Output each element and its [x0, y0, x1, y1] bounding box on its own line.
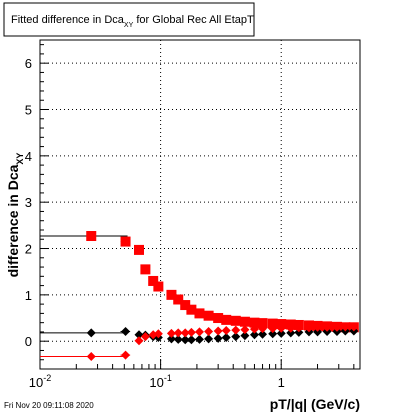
data-point-diamond — [180, 328, 190, 338]
data-point-diamond — [231, 325, 241, 335]
data-point-diamond — [213, 333, 223, 343]
data-point-diamond — [186, 327, 196, 337]
y-axis-label: difference in DcaXY — [5, 153, 25, 278]
y-tick-label: 6 — [25, 56, 32, 71]
data-point-diamond — [268, 329, 278, 339]
data-point-diamond — [194, 334, 204, 344]
y-axis-label-sub: XY — [15, 153, 25, 165]
data-point-diamond — [140, 332, 150, 342]
data-point-diamond — [313, 322, 323, 332]
data-point-diamond — [349, 322, 359, 332]
data-point-diamond — [249, 324, 259, 334]
chart-title: Fitted difference in DcaXY for Global Re… — [11, 14, 254, 29]
data-point-diamond — [134, 330, 144, 340]
data-point-square — [239, 316, 250, 327]
data-point-diamond — [166, 334, 176, 344]
data-point-diamond — [258, 329, 268, 339]
data-point-diamond — [249, 330, 259, 340]
data-point-square — [86, 231, 97, 242]
data-point-diamond — [121, 326, 131, 336]
data-point-diamond — [304, 323, 314, 333]
data-point-diamond — [166, 328, 176, 338]
data-point-diamond — [294, 327, 304, 337]
data-point-diamond — [286, 328, 296, 338]
data-point-diamond — [240, 331, 250, 341]
data-point-diamond — [221, 326, 231, 336]
plot-frame — [39, 39, 361, 370]
data-point-square — [249, 317, 260, 328]
data-point-diamond — [134, 336, 144, 346]
data-point-diamond — [240, 325, 250, 335]
y-tick-label: 0 — [25, 334, 32, 349]
data-point-square — [194, 308, 205, 319]
y-tick-label: 2 — [25, 242, 32, 257]
data-point-diamond — [204, 326, 214, 336]
data-point-diamond — [322, 322, 332, 332]
data-point-square — [203, 310, 214, 321]
data-point-square — [213, 313, 224, 324]
data-point-diamond — [186, 335, 196, 345]
y-tick-label: 1 — [25, 288, 32, 303]
chart-title-sub: XY — [124, 22, 134, 29]
data-point-diamond — [313, 327, 323, 337]
data-point-diamond — [173, 334, 183, 344]
data-point-diamond — [213, 326, 223, 336]
data-point-square — [166, 289, 177, 300]
data-point-diamond — [286, 323, 296, 333]
chart-title-main: Fitted difference in Dca — [11, 14, 125, 26]
data-point-diamond — [268, 324, 278, 334]
data-point-square — [153, 281, 164, 292]
data-point-square — [173, 294, 184, 305]
y-tick-label: 3 — [25, 195, 32, 210]
data-point-diamond — [173, 328, 183, 338]
data-point-diamond — [332, 322, 342, 332]
data-point-diamond — [340, 322, 350, 332]
title-box — [3, 2, 255, 37]
data-point-diamond — [276, 328, 286, 338]
plot-frame-bg — [40, 40, 360, 369]
x-tick-label: 10-2 — [29, 373, 51, 390]
timestamp: Fri Nov 20 09:11:08 2020 — [4, 401, 94, 410]
data-point-square — [120, 236, 131, 247]
data-point-diamond — [153, 329, 163, 339]
x-tick-label: 10-1 — [149, 373, 171, 390]
data-point-square — [230, 315, 241, 326]
plot-area: 0 1 2 3 4 5 6 10-2 10-1 1 — [25, 39, 361, 390]
data-point-diamond — [276, 323, 286, 333]
data-point-square — [148, 275, 159, 286]
data-point-square — [267, 318, 278, 329]
data-point-diamond — [258, 324, 268, 334]
data-point-diamond — [86, 351, 96, 361]
data-point-diamond — [204, 334, 214, 344]
x-axis-label: pT/|q| (GeV/c) — [270, 396, 360, 412]
data-point-square — [221, 314, 232, 325]
data-point-square — [186, 304, 197, 315]
data-point-diamond — [180, 335, 190, 345]
data-point-diamond — [294, 323, 304, 333]
y-tick-label: 4 — [25, 149, 32, 164]
data-point-diamond — [86, 328, 96, 338]
data-point-square — [140, 264, 151, 275]
x-tick-label: 1 — [278, 375, 285, 390]
data-point-diamond — [121, 350, 131, 360]
data-point-square — [257, 318, 268, 329]
data-point-diamond — [221, 332, 231, 342]
data-point-diamond — [231, 332, 241, 342]
y-axis-label-main: difference in Dca — [5, 164, 21, 277]
chart-title-tail: for Global Rec All EtapT — [133, 14, 254, 26]
y-tick-label: 5 — [25, 103, 32, 118]
data-point-square — [134, 244, 145, 255]
data-point-square — [180, 300, 191, 311]
data-point-diamond — [194, 327, 204, 337]
